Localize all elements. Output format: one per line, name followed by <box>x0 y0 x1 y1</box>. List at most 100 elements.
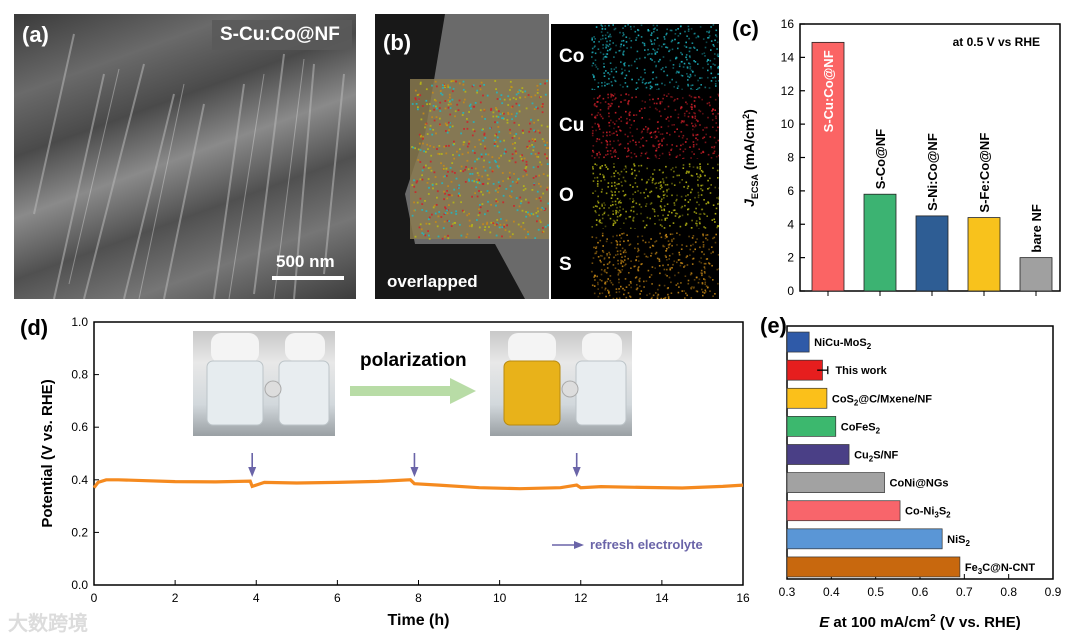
bar-c <box>811 41 845 292</box>
ytick-label-d: 0.2 <box>71 525 88 539</box>
map-dots-s <box>591 232 719 299</box>
watermark: 大数跨境 <box>8 613 88 635</box>
bar-e <box>786 416 837 437</box>
map-cu: Cu <box>551 93 719 161</box>
scale-bar-label: 500 nm <box>276 252 335 271</box>
xtick-label-d: 2 <box>172 591 179 605</box>
sem-texture <box>33 33 345 299</box>
bar-label-e: CoNi@NGs <box>890 478 949 490</box>
bar-label-e: This work <box>835 365 887 377</box>
scale-bar <box>272 276 344 280</box>
xtick-label-d: 8 <box>415 591 422 605</box>
bar-label-e: NiS2 <box>947 534 970 548</box>
chart-e: 0.3 0.4 0.5 0.6 0.7 0.8 0.9 NiCu-MoS2 This work C… <box>760 313 1062 631</box>
arrow-shaft <box>350 386 450 396</box>
ytick-label-d: 0.8 <box>71 368 88 382</box>
xtick-label-d: 4 <box>253 591 260 605</box>
bar-label-e: Co-Ni3S2 <box>905 506 951 520</box>
map-dots-co <box>591 24 719 91</box>
refresh-arrow-head <box>410 467 419 477</box>
map-co: Co <box>551 24 719 91</box>
cell-clamp <box>561 380 579 398</box>
bar-e <box>786 331 810 353</box>
sem-image: S-Cu:Co@NF 500 nm (a) <box>14 14 356 299</box>
xtick-label-e: 0.8 <box>1000 585 1017 599</box>
map-label-co: Co <box>559 46 585 67</box>
legend-arrow-head <box>574 541 584 549</box>
xtick-label-d: 10 <box>493 591 507 605</box>
polarization-arrow <box>350 378 476 404</box>
bar-label-c: S-Cu:Co@NF <box>821 50 836 132</box>
ytick-label-c: 2 <box>787 251 794 265</box>
xlabel-e: E at 100 mA/cm2 (V vs. RHE) <box>819 613 1021 631</box>
cell-right <box>575 360 627 426</box>
bar-label-c: S-Fe:Co@NF <box>977 133 992 213</box>
map-dots-cu <box>591 93 719 161</box>
ytick-label-c: 6 <box>787 184 794 198</box>
bar-label-c: S-Ni:Co@NF <box>925 133 940 211</box>
ytick-label-c: 0 <box>787 284 794 298</box>
cell-left-yellow <box>503 360 561 426</box>
bar-label-e: CoS2@C/Mxene/NF <box>832 393 932 407</box>
arrow-head <box>450 378 476 404</box>
refresh-arrow-head <box>248 467 257 477</box>
bar-e <box>786 528 943 550</box>
bar-e <box>786 387 828 409</box>
xtick-label-e: 0.3 <box>779 585 796 599</box>
cell-left <box>206 360 264 426</box>
bar-label-e: NiCu-MoS2 <box>814 337 872 351</box>
photo-after <box>490 331 632 436</box>
polarization-label: polarization <box>360 350 467 371</box>
bar-label-e: Cu2S/NF <box>854 450 898 464</box>
xtick-label-e: 0.5 <box>867 585 884 599</box>
photo-before <box>193 331 335 436</box>
bar-c <box>863 193 897 292</box>
map-o: O <box>551 163 719 231</box>
xtick-label-d: 0 <box>91 591 98 605</box>
panel-label-b: (b) <box>383 30 412 55</box>
panel-label-d: (d) <box>20 315 48 340</box>
ytick-label-c: 16 <box>781 17 795 31</box>
refresh-arrow-head <box>572 467 581 477</box>
legend-text: refresh electrolyte <box>590 537 703 552</box>
cell-cap-left <box>508 333 556 363</box>
xtick-label-e: 0.9 <box>1045 585 1062 599</box>
bar-label-c: S-Co@NF <box>873 129 888 189</box>
ytick-label-d: 1.0 <box>71 315 88 329</box>
ytick-label-c: 8 <box>787 151 794 165</box>
ytick-label-c: 4 <box>787 217 794 231</box>
eds-map-stack: Co Cu O S <box>551 24 719 299</box>
bar-e <box>786 444 850 465</box>
cell-cap-left <box>211 333 259 363</box>
bar-label-e: Fe3C@N-CNT <box>965 562 1035 576</box>
overlay-dots <box>411 80 549 240</box>
ytick-label-d: 0.6 <box>71 420 88 434</box>
bar-label-e: CoFeS2 <box>841 421 881 435</box>
map-label-cu: Cu <box>559 115 585 136</box>
bar-c <box>915 215 949 292</box>
bar-c <box>967 217 1001 292</box>
chart-c: 0 2 4 6 8 10 12 14 16 S-Cu:Co@NF S-Co@NF S-Ni:Co@NF… <box>732 16 1061 298</box>
panel-label-a: (a) <box>22 22 49 47</box>
bar-e <box>786 556 961 578</box>
map-s: S <box>551 232 719 299</box>
ytick-label-c: 14 <box>781 50 795 64</box>
xtick-label-e: 0.7 <box>956 585 973 599</box>
xtick-label-d: 6 <box>334 591 341 605</box>
bar-e <box>786 500 901 522</box>
panel-label-e: (e) <box>760 313 787 338</box>
sample-name-box <box>212 20 352 50</box>
chart-d: 0.0 0.2 0.4 0.6 0.8 1.0 0 2 4 6 8 10 12 14 16 refresh e… <box>20 315 750 629</box>
ylabel-c: JECSA (mA/cm2) <box>741 109 760 207</box>
cell-right <box>278 360 330 426</box>
cell-clamp <box>264 380 282 398</box>
potential-line <box>92 478 744 491</box>
map-label-o: O <box>559 185 574 206</box>
xtick-label-d: 16 <box>736 591 750 605</box>
xtick-label-e: 0.6 <box>912 585 929 599</box>
panel-label-c: (c) <box>732 16 759 41</box>
bar-e <box>786 472 885 493</box>
eds-overlap-image: overlapped (b) <box>375 14 549 299</box>
xtick-label-d: 14 <box>655 591 669 605</box>
bar-c <box>1019 257 1053 292</box>
